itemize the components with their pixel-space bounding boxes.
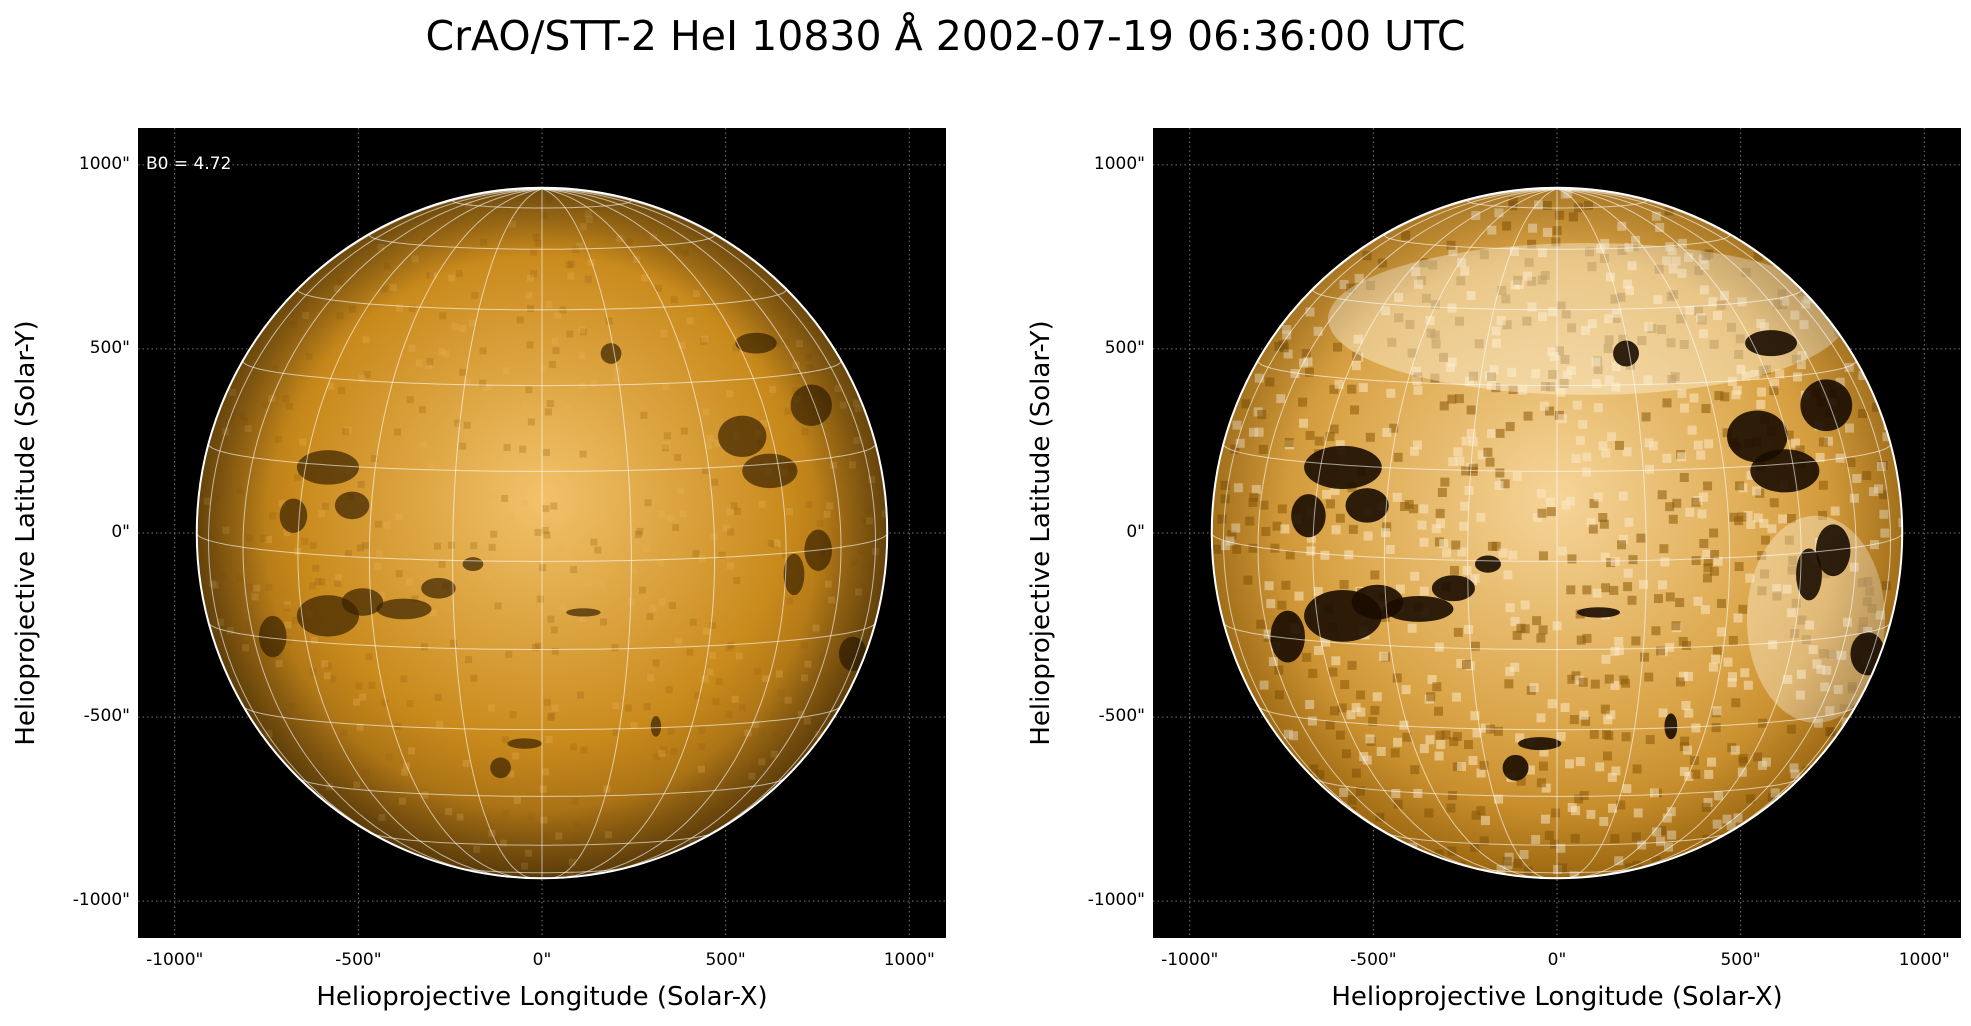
solar-image-left: B0 = 4.72 [138, 128, 946, 938]
x-axis-title-left: Helioprojective Longitude (Solar-X) [316, 982, 768, 1012]
x-tick-label: 1000" [883, 950, 935, 970]
y-tick-label: 1000" [1093, 153, 1145, 174]
solar-disk-left [138, 128, 946, 938]
y-axis-title-right: Helioprojective Latitude (Solar-Y) [1026, 320, 1056, 746]
y-tick-label: 0" [111, 522, 130, 542]
solar-disk-right [1153, 128, 1961, 938]
y-tick-label: 500" [89, 337, 130, 358]
y-tick-label: 1000" [78, 153, 130, 174]
y-tick-label: -500" [1098, 706, 1145, 727]
figure-title: CrAO/STT-2 HeI 10830 Å 2002-07-19 06:36:… [425, 12, 1466, 60]
y-axis-title-left: Helioprojective Latitude (Solar-Y) [11, 320, 41, 746]
y-tick-label: 500" [1104, 337, 1145, 358]
x-tick-label: -1000" [146, 950, 204, 970]
y-tick-label: -1000" [1087, 890, 1145, 911]
x-tick-label: -1000" [1161, 950, 1219, 970]
sun-disk [196, 187, 888, 879]
x-tick-label: -500" [335, 950, 382, 970]
solar-limb [195, 186, 889, 880]
x-tick-label: -500" [1350, 950, 1397, 970]
b0-annotation: B0 = 4.72 [146, 154, 232, 174]
y-tick-label: -500" [83, 706, 130, 727]
x-tick-label: 500" [1720, 950, 1761, 970]
x-axis-title-right: Helioprojective Longitude (Solar-X) [1331, 982, 1783, 1012]
heliographic-grid [1211, 187, 1903, 879]
solar-limb [1210, 186, 1904, 880]
sun-disk [1211, 187, 1903, 879]
x-tick-label: 0" [1547, 950, 1567, 970]
x-tick-label: 0" [532, 950, 552, 970]
x-tick-label: 1000" [1898, 950, 1950, 970]
y-tick-label: -1000" [72, 890, 130, 911]
x-tick-label: 500" [705, 950, 746, 970]
solar-image-right [1153, 128, 1961, 938]
y-tick-label: 0" [1126, 522, 1145, 542]
